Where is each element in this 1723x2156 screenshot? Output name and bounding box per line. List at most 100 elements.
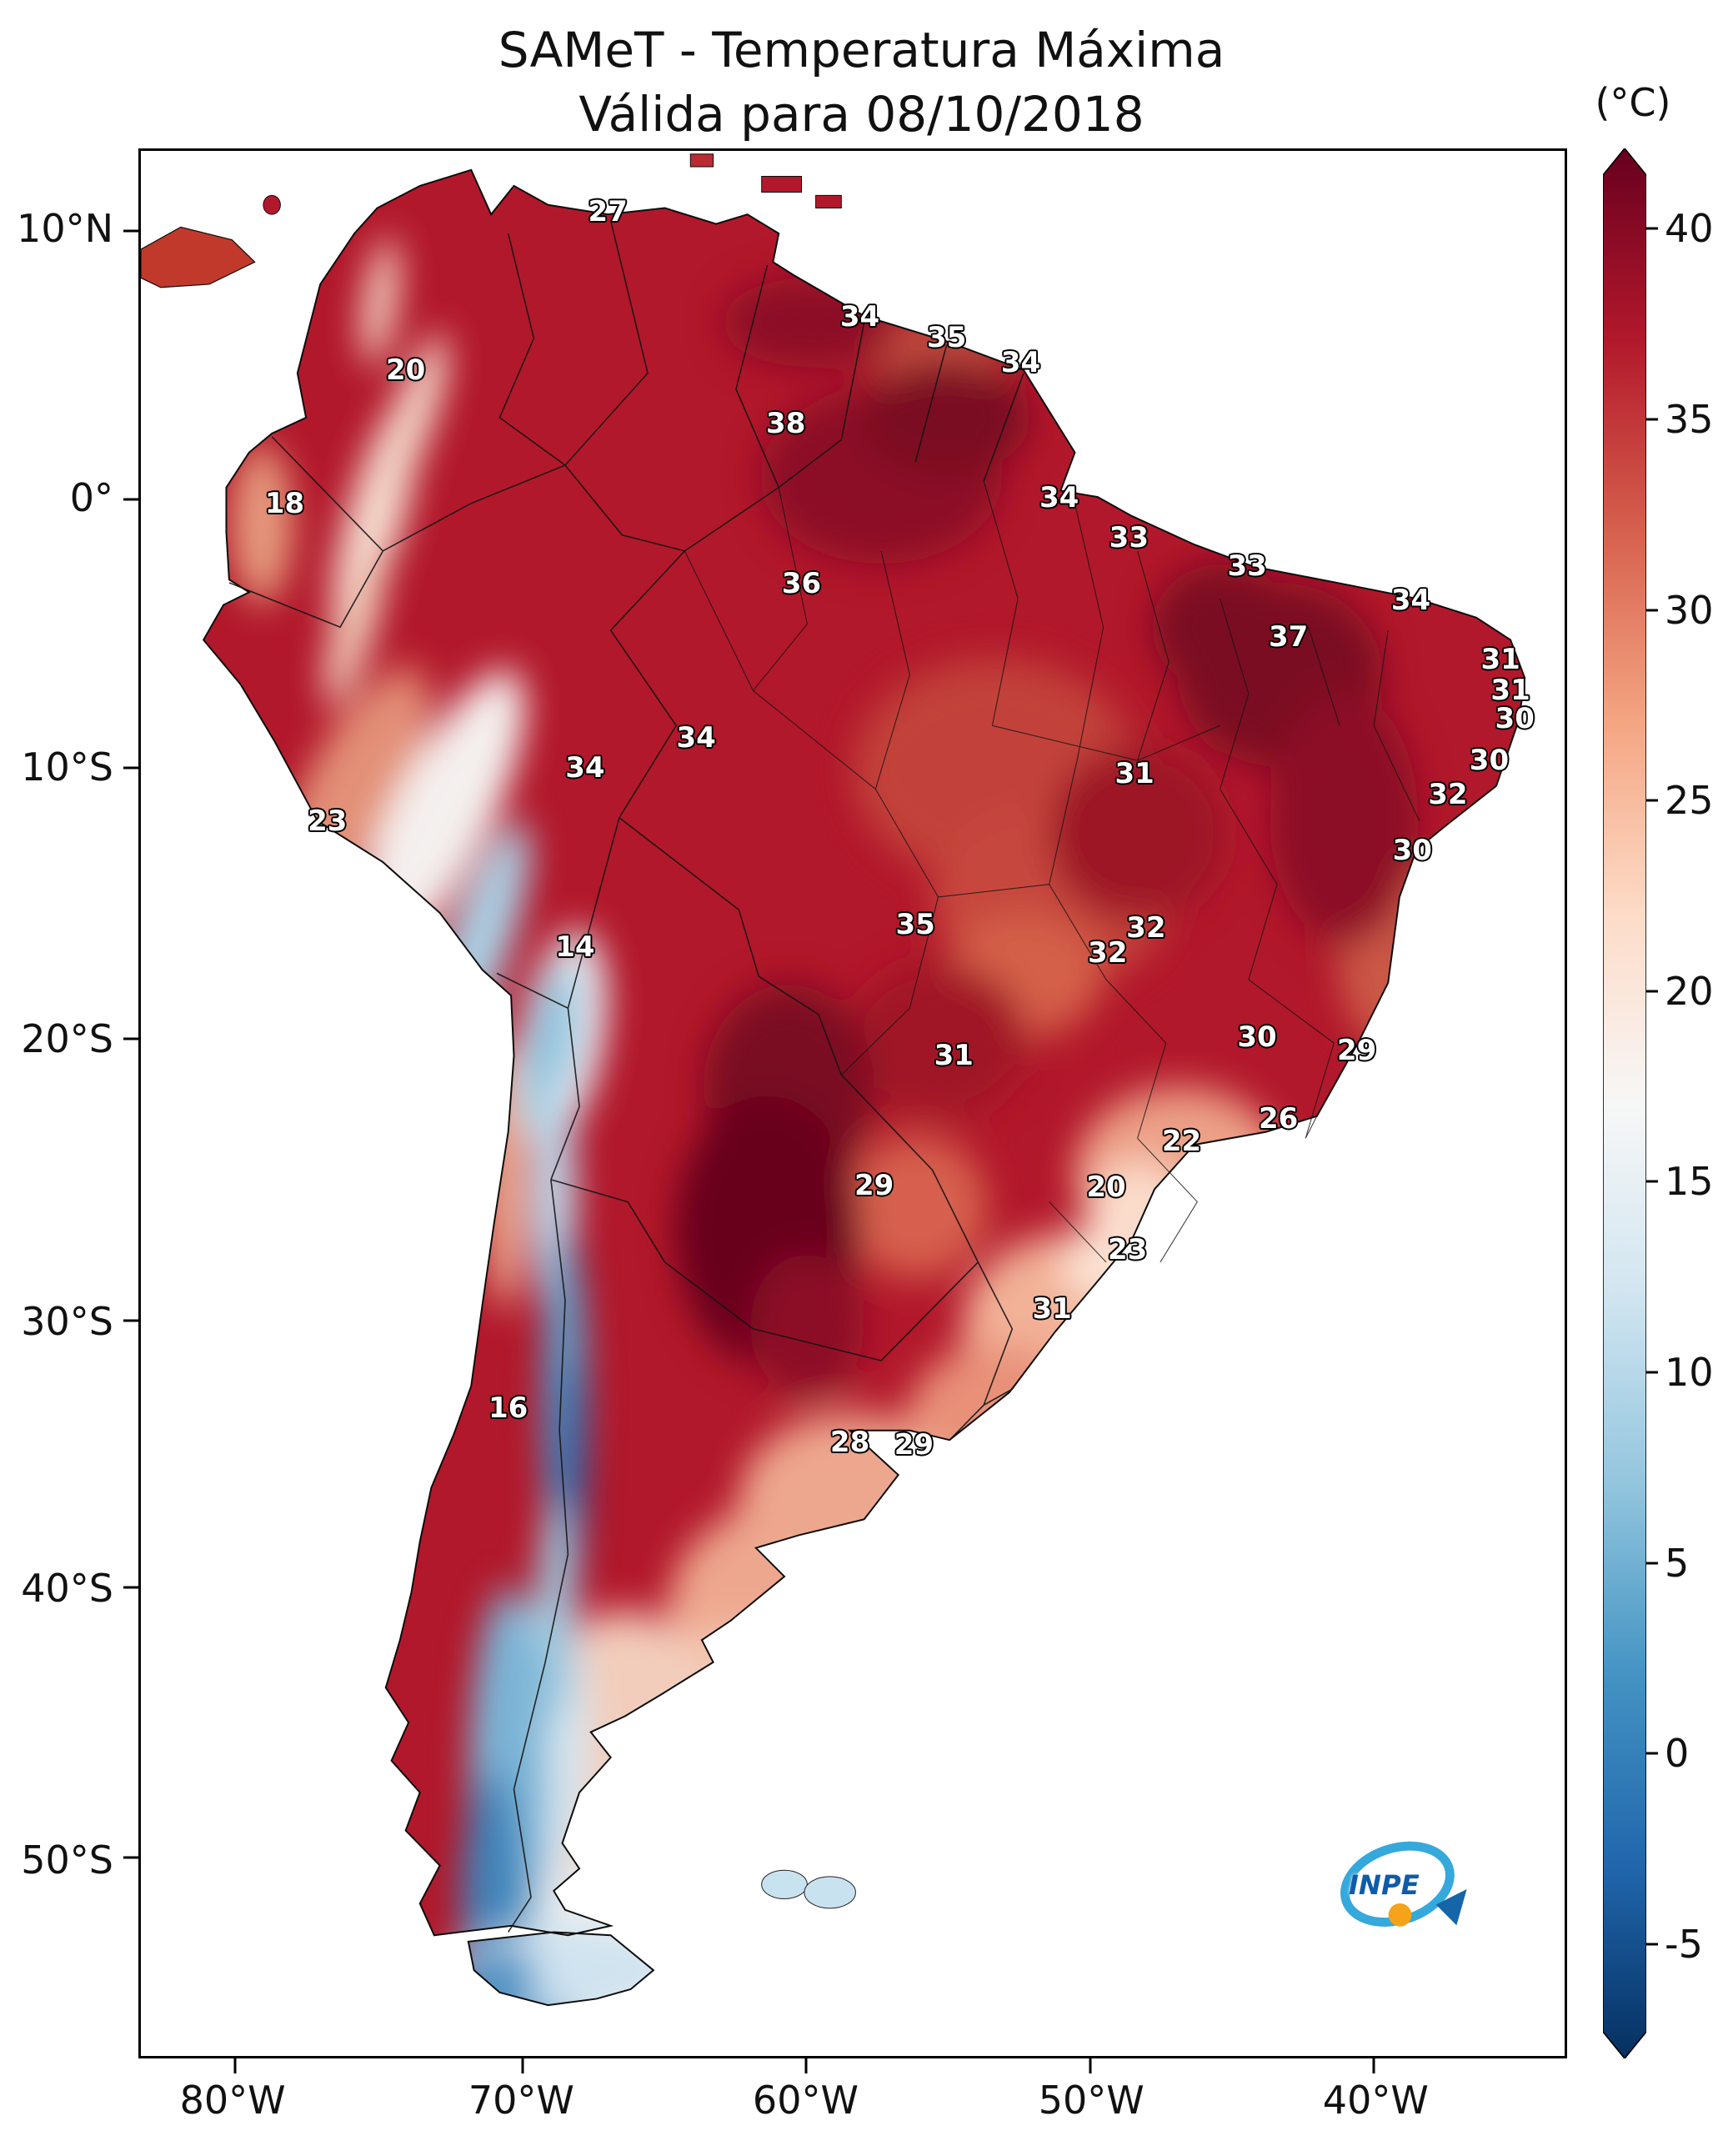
colorbar-tick-mark (1646, 1752, 1658, 1755)
lon-tick-mark (804, 2058, 808, 2073)
lat-tick-mark (123, 1037, 138, 1040)
lat-tick-mark (123, 1856, 138, 1859)
temperature-label: 30 (1237, 1020, 1277, 1054)
temperature-label: 31 (934, 1039, 974, 1073)
temperature-label: 27 (588, 195, 628, 229)
colorbar-tick-mark (1646, 799, 1658, 802)
temperature-label: 22 (1161, 1125, 1202, 1159)
falkland-islands (762, 1870, 808, 1898)
temperature-label: 28 (829, 1426, 870, 1460)
lat-tick-label: 10°N (17, 206, 113, 252)
colorbar: 40 35 30 25 20 15 10 5 0 -5 (1603, 148, 1723, 2058)
temperature-label: 35 (927, 320, 967, 354)
title-line-1: SAMeT - Temperatura Máxima (498, 22, 1225, 78)
temperature-label: 29 (854, 1168, 894, 1202)
temperature-label: 31 (1490, 673, 1530, 707)
temperature-label: 34 (565, 751, 605, 785)
temperature-label: 23 (1107, 1233, 1148, 1267)
colorbar-gradient (1603, 148, 1646, 2058)
temperature-label: 30 (1469, 744, 1510, 778)
temperature-label: 33 (1109, 520, 1150, 554)
lat-tick-label: 40°S (21, 1566, 113, 1612)
temperature-label: 30 (1495, 701, 1535, 735)
temperature-label: 29 (1336, 1033, 1377, 1067)
colorbar-tick-label: 35 (1665, 396, 1714, 442)
temperature-label: 31 (1114, 757, 1155, 791)
lon-tick-label: 80°W (179, 2078, 286, 2123)
colorbar-unit-label: (°C) (1595, 80, 1671, 125)
longitude-axis: 80°W 70°W 60°W 50°W 40°W (138, 2069, 1567, 2136)
south-america-temperature-map (141, 151, 1565, 2056)
temperature-label: 34 (676, 720, 716, 755)
temperature-label: 34 (1390, 584, 1431, 618)
inpe-logo-arrow (1435, 1888, 1467, 1926)
colorbar-tick-mark (1646, 609, 1658, 611)
colorbar-tick-label: -5 (1665, 1921, 1703, 1967)
coastline-tierra-del-fuego (468, 1932, 654, 2005)
islands (141, 154, 855, 1908)
temperature-label: 31 (1480, 643, 1520, 677)
temperature-label: 20 (1086, 1171, 1126, 1205)
temperature-label: 37 (1268, 619, 1309, 654)
temperature-label: 26 (1259, 1101, 1299, 1136)
temperature-raster (203, 169, 1525, 2006)
lat-tick-mark (123, 1586, 138, 1589)
colorbar-tick-mark (1646, 227, 1658, 230)
country-borders (229, 221, 1055, 1933)
lat-tick-mark (123, 229, 138, 233)
state-borders (684, 481, 1419, 1262)
lat-tick-label: 0° (69, 475, 113, 521)
lat-tick-mark (123, 766, 138, 770)
colorbar-tick-mark (1646, 990, 1658, 993)
lat-tick-mark (123, 498, 138, 501)
lat-tick-label: 20°S (21, 1015, 113, 1061)
coastline-mainland (203, 170, 1525, 1935)
temperature-label: 31 (1032, 1292, 1072, 1326)
temperature-label: 33 (1227, 549, 1267, 584)
inpe-logo-graphic: INPE (1340, 1841, 1467, 1927)
temperature-label: 14 (555, 930, 595, 965)
temperature-label: 34 (1000, 345, 1041, 379)
inpe-logo: INPE (1323, 1828, 1477, 1948)
inpe-logo-planet (1388, 1903, 1411, 1927)
lon-tick-mark (233, 2058, 237, 2073)
colorbar-tick-label: 5 (1665, 1540, 1690, 1586)
colorbar-tick-label: 20 (1665, 968, 1714, 1014)
temperature-label: 32 (1428, 778, 1468, 812)
colorbar-tick-label: 30 (1665, 587, 1714, 633)
lon-tick-label: 40°W (1322, 2078, 1429, 2123)
temperature-label: 23 (308, 805, 348, 839)
lon-tick-label: 70°W (468, 2078, 574, 2123)
colorbar-tick-label: 10 (1665, 1350, 1714, 1396)
colorbar-tick-mark (1646, 418, 1658, 421)
latitude-axis: 10°N 0° 10°S 20°S 30°S 40°S 50°S (0, 148, 125, 2058)
temperature-label: 35 (895, 907, 935, 941)
colorbar-tick-mark (1646, 1371, 1658, 1374)
colorbar-tick-label: 25 (1665, 778, 1714, 824)
lon-tick-mark (1089, 2058, 1092, 2073)
temperature-label: 29 (894, 1427, 934, 1462)
temperature-label: 34 (839, 299, 880, 333)
temperature-label: 36 (781, 566, 822, 600)
lat-tick-label: 30°S (21, 1298, 113, 1344)
colorbar-tick-label: 0 (1665, 1731, 1690, 1777)
colorbar-tick-label: 15 (1665, 1159, 1714, 1205)
colorbar-tick-mark (1646, 1180, 1658, 1183)
temperature-label: 32 (1088, 935, 1128, 970)
colorbar-tick-mark (1646, 1562, 1658, 1565)
lon-tick-mark (521, 2058, 524, 2073)
temperature-label: 34 (1039, 480, 1079, 514)
temperature-label: 20 (386, 353, 426, 387)
title-line-2: Válida para 08/10/2018 (579, 85, 1144, 143)
lon-tick-mark (1372, 2058, 1375, 2073)
temperature-label: 16 (488, 1391, 528, 1426)
lat-tick-label: 10°S (21, 745, 113, 790)
figure-title: SAMeT - Temperatura Máxima Válida para 0… (0, 18, 1723, 146)
inpe-logo-text: INPE (1348, 1869, 1419, 1901)
lat-tick-mark (123, 1319, 138, 1322)
temperature-label: 30 (1392, 833, 1432, 867)
colorbar-tick-mark (1646, 1943, 1658, 1946)
temperature-label: 38 (766, 406, 806, 440)
map-plot-area: INPE 27 34 35 34 20 38 18 34 33 33 34 36 37 31 31 30 34 3… (123, 148, 1567, 2073)
